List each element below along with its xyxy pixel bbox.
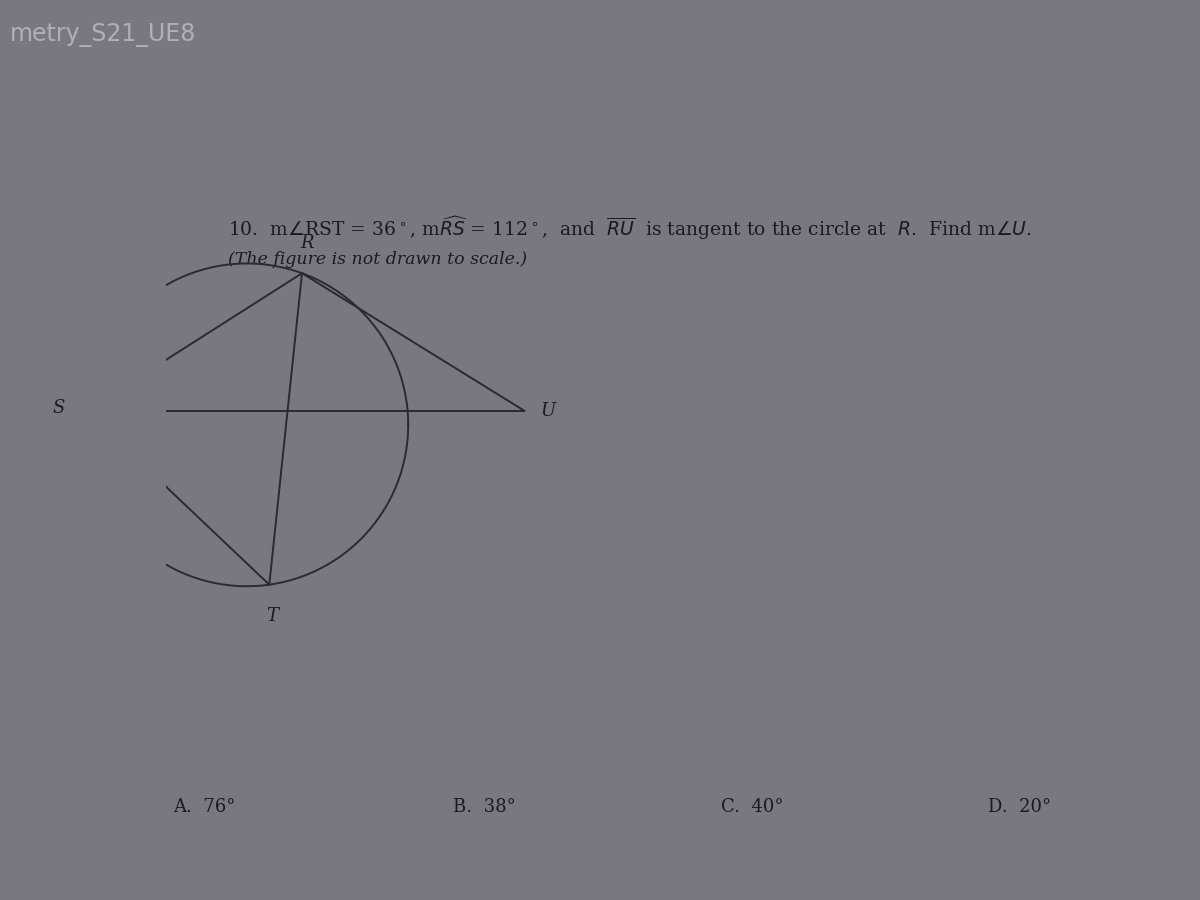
Text: U: U [540,401,556,419]
Text: A.  76°: A. 76° [174,797,236,815]
Text: (The figure is not drawn to scale.): (The figure is not drawn to scale.) [228,250,527,267]
Text: T: T [266,608,278,625]
Text: B.  38°: B. 38° [452,797,516,815]
Text: R: R [300,234,313,252]
Text: metry_S21_UE8: metry_S21_UE8 [10,23,196,48]
Text: C.  40°: C. 40° [721,797,784,815]
Text: D.  20°: D. 20° [988,797,1051,815]
Text: S: S [53,399,65,417]
Text: 10.  m$\angle$RST = 36$^\circ$, m$\widehat{RS}$ = 112$^\circ$,  and  $\overline{: 10. m$\angle$RST = 36$^\circ$, m$\wideha… [228,214,1032,242]
